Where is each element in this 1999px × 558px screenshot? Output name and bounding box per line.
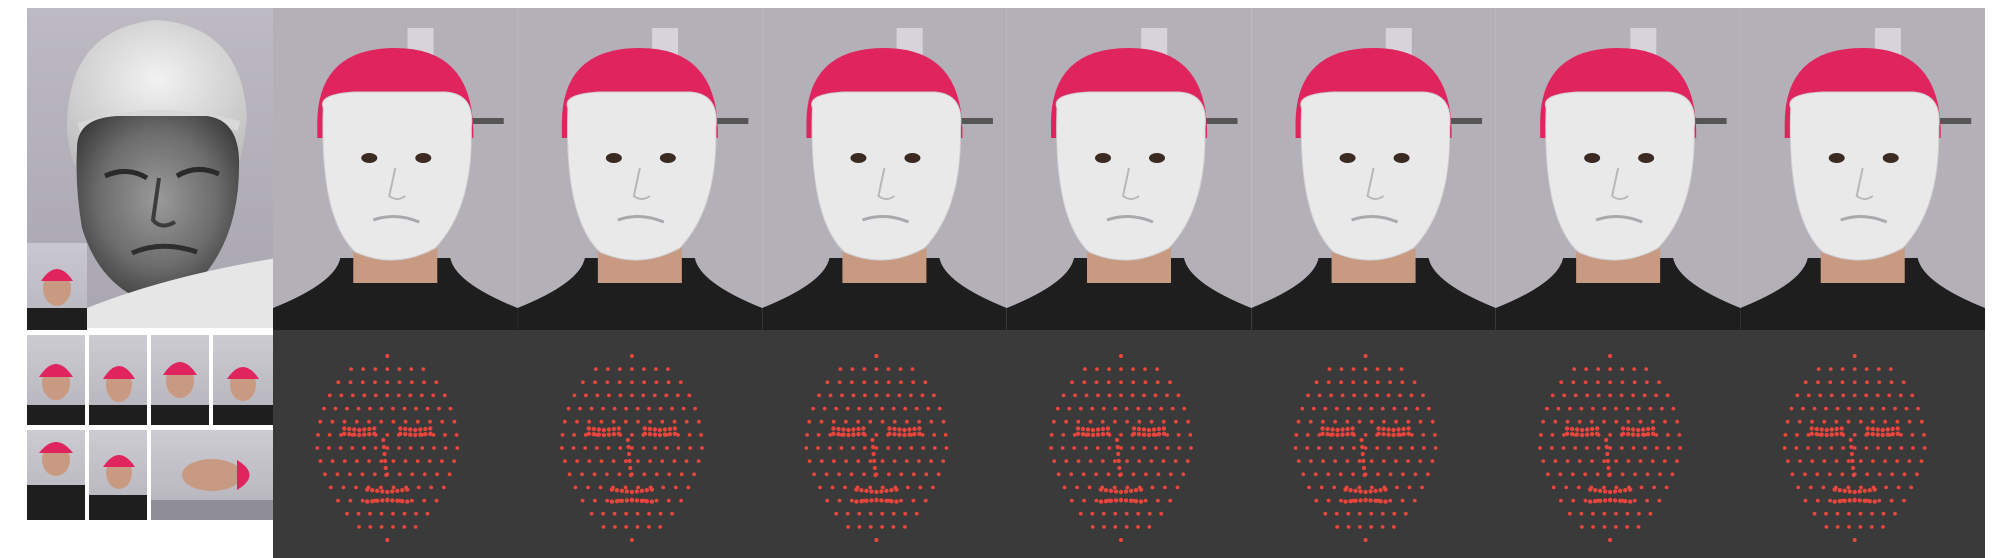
white-mesh-face-icon [566,91,717,261]
point-cloud-row [273,330,1985,558]
multi-view-photo-icon [27,269,87,330]
white-mesh-face-icon [1300,91,1451,261]
point-cloud-panel [560,354,704,542]
reconstruction-panel [273,8,518,330]
reconstruction-row [273,8,1985,330]
white-mesh-face-icon [1055,91,1206,261]
point-cloud-panel [1782,354,1927,542]
white-mesh-face-icon [321,91,473,261]
reconstruction-panel [762,8,1007,330]
reconstruction-panel [1251,8,1496,330]
point-cloud-panel [1049,354,1193,542]
white-mesh-face-icon [1789,91,1940,261]
white-mesh-face-icon [1544,91,1696,261]
input-views-grid [27,335,273,520]
point-cloud-panel [804,354,949,542]
point-cloud-row-svg [315,354,1927,542]
reconstruction-panel [517,8,763,330]
white-mesh-face-icon [811,91,962,261]
reconstruction-row-svg [273,8,1985,330]
point-cloud-panel [1293,354,1438,542]
input-view-thumbnail [27,243,87,330]
grayscale-face-scan-icon [67,20,273,328]
multi-view-photos-icon [27,335,273,520]
reconstruction-panel [1740,8,1985,330]
reconstruction-panel [1006,8,1252,330]
point-cloud-panel [1538,354,1682,542]
point-cloud-panel [315,354,460,542]
reconstruction-panel [1495,8,1741,330]
